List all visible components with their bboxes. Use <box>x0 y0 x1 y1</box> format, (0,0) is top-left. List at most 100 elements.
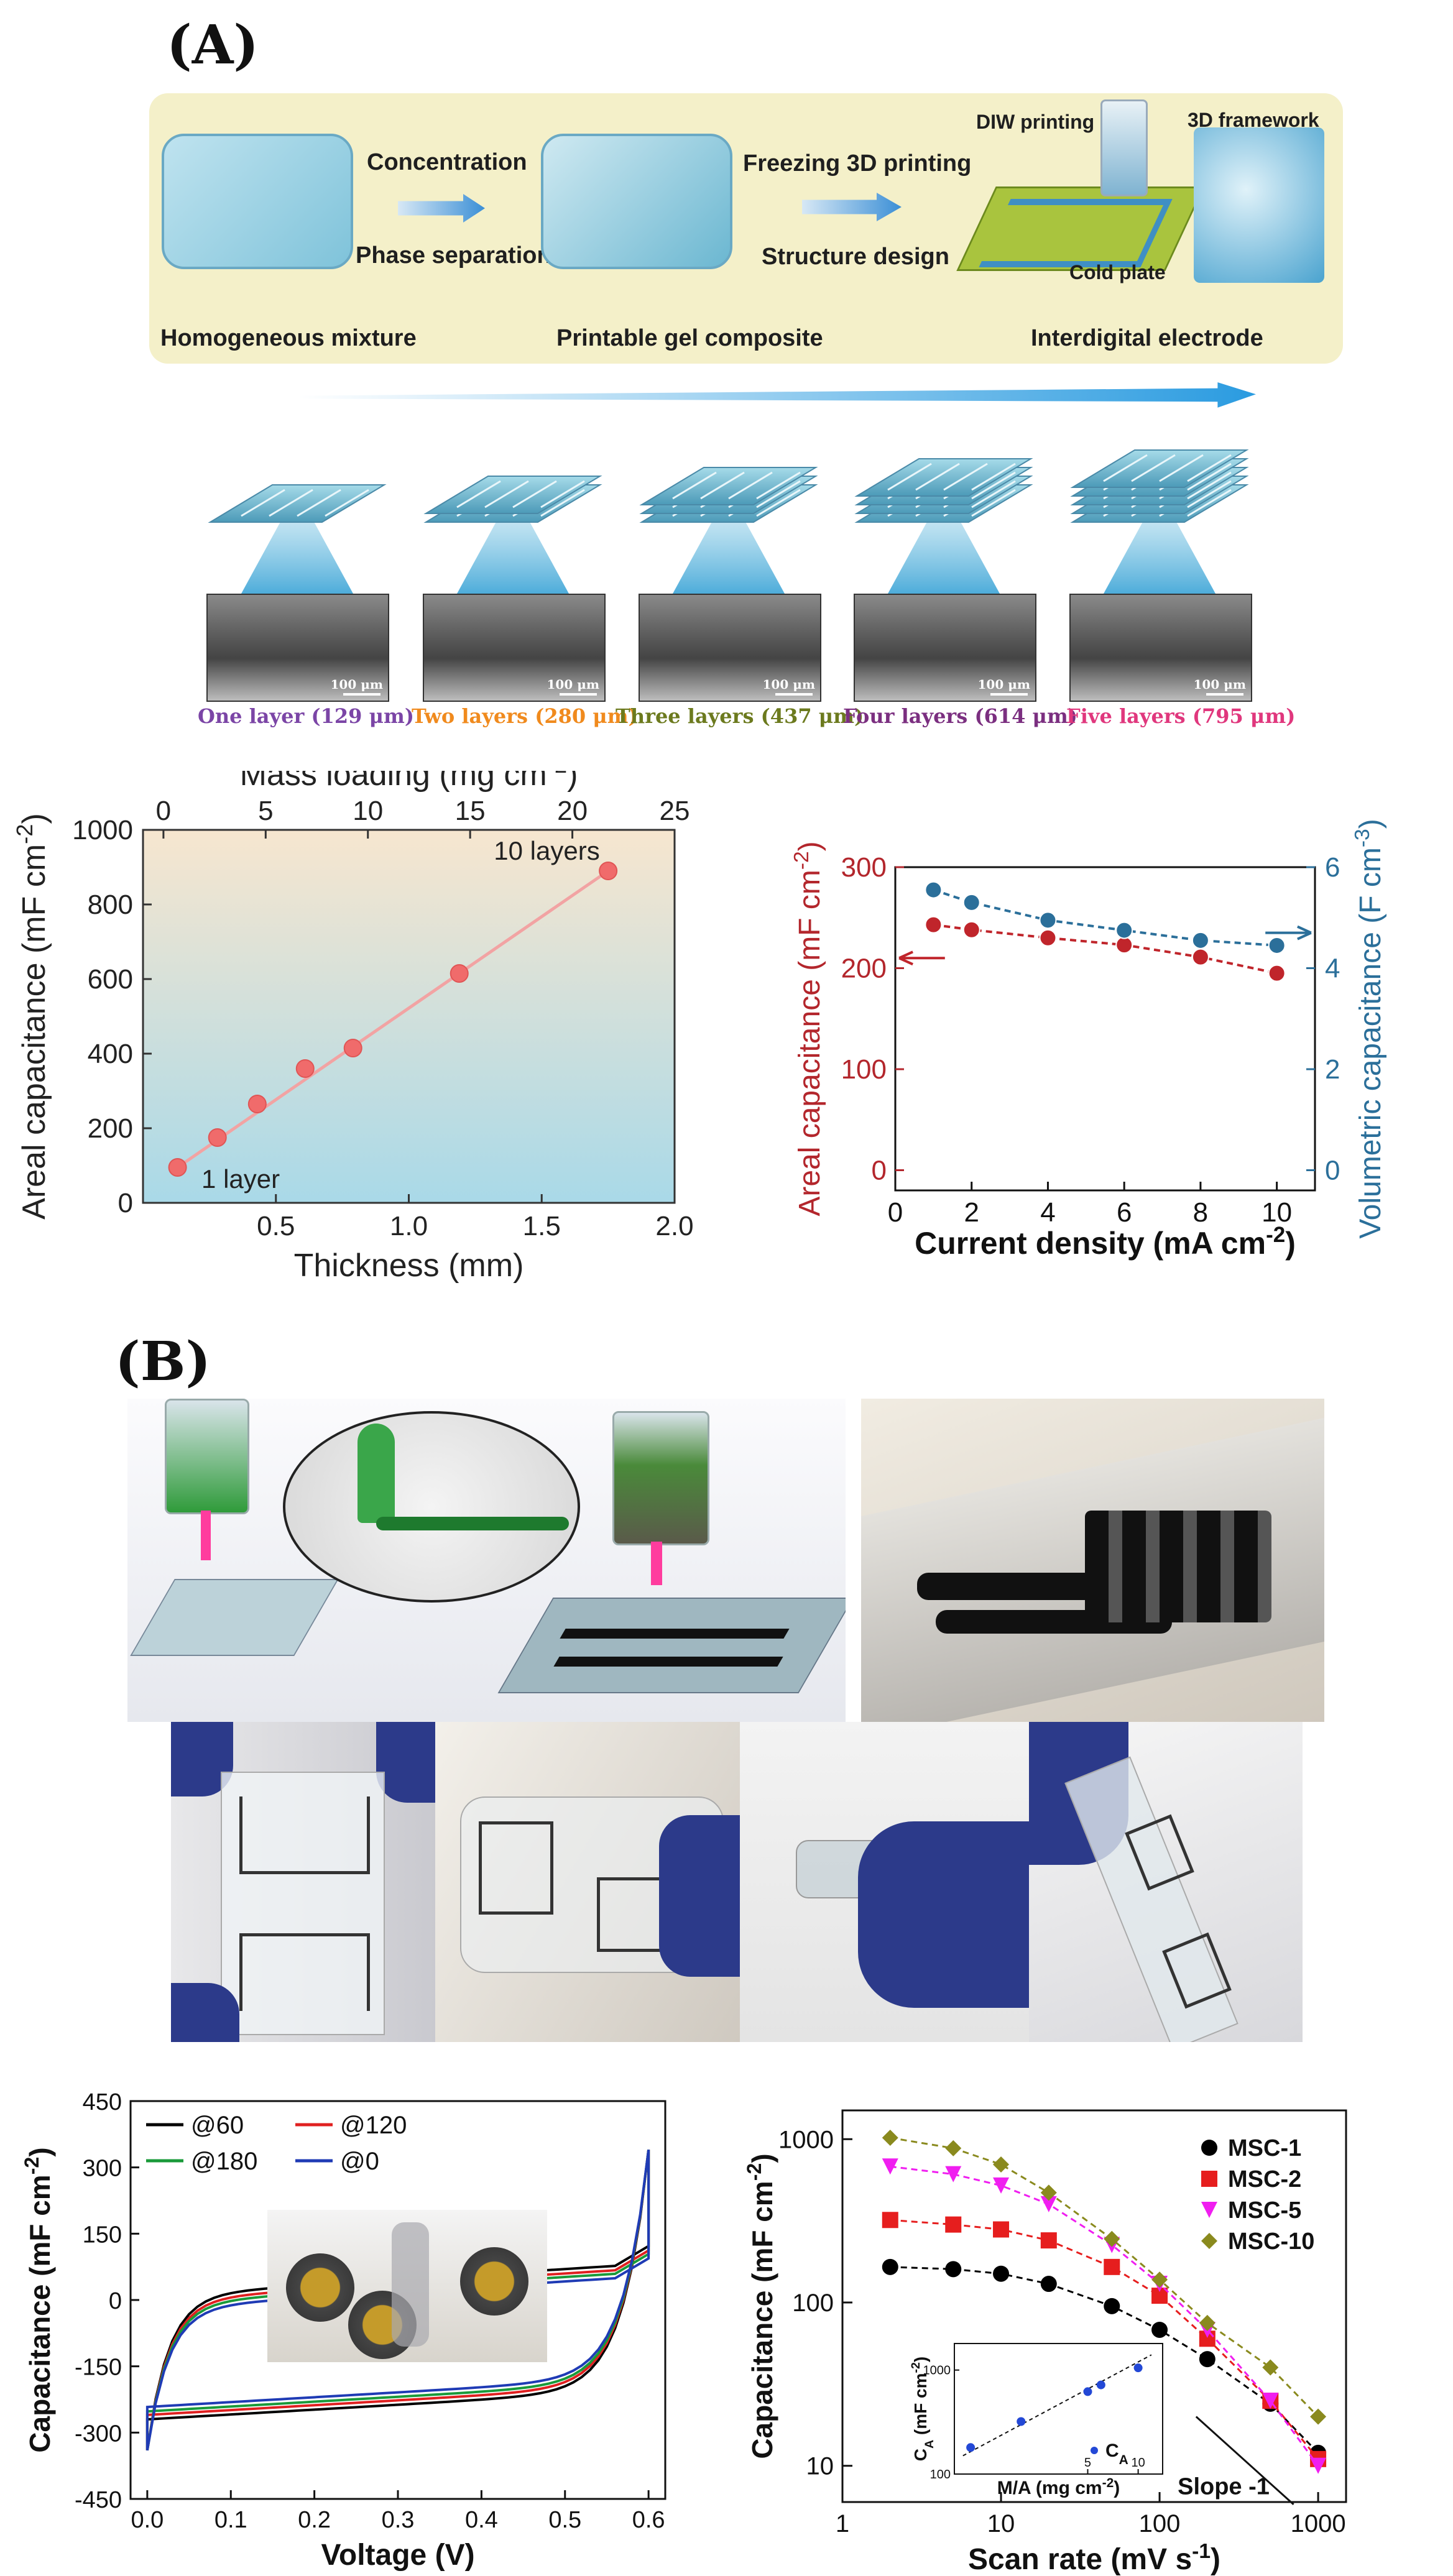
data-point <box>1040 2276 1057 2293</box>
data-point <box>1191 948 1209 966</box>
data-point <box>1262 2393 1279 2409</box>
y-tick-label: 450 <box>83 2089 122 2115</box>
finger-gap <box>700 471 745 500</box>
printer-nozzle <box>1100 99 1148 196</box>
x-tick-label: 1.0 <box>390 1211 428 1241</box>
label-3d-framework: 3D framework <box>1188 109 1319 131</box>
gel-composite-illustration <box>541 134 732 269</box>
data-point <box>945 2216 962 2233</box>
finger-gap <box>1103 454 1148 482</box>
projection-cone <box>888 491 1000 594</box>
y-tick-label: 200 <box>841 954 887 984</box>
slope-line <box>1195 2416 1294 2505</box>
inset-data-point <box>1083 2387 1092 2396</box>
finger-gap <box>756 471 801 500</box>
finger-gap <box>456 480 501 508</box>
data-point <box>1201 2233 1217 2249</box>
x-tick-label: 10 <box>987 2510 1015 2537</box>
finger-gap <box>325 489 369 517</box>
y-tick-label: -150 <box>75 2355 122 2381</box>
finger-gap <box>756 489 801 517</box>
x-tick-label: 0.5 <box>257 1211 295 1241</box>
homogeneous-mixture-illustration <box>162 134 353 269</box>
x-tick-label: 0.2 <box>298 2507 331 2533</box>
slope-annotation: Slope -1 <box>1178 2473 1270 2500</box>
layer-label-three: Three layers (437 μm) <box>616 704 864 728</box>
legend-label: @120 <box>340 2112 407 2139</box>
x2-tick-label: 20 <box>557 796 588 826</box>
x2-tick-label: 25 <box>660 796 690 826</box>
y-tick-label: 200 <box>88 1113 133 1144</box>
x-tick-label: 0 <box>888 1197 903 1228</box>
finger-gap <box>672 471 717 500</box>
data-point <box>1115 936 1133 954</box>
electrode-layer <box>208 484 387 523</box>
data-point <box>450 964 469 983</box>
x2-tick-label: 0 <box>156 796 171 826</box>
finger-gap <box>1159 454 1204 482</box>
finger-gap <box>297 489 341 517</box>
step-freezing-3d-printing: Freezing 3D printing <box>743 150 972 177</box>
x-tick-label: 1000 <box>1291 2510 1346 2537</box>
x-axis-label: Scan rate (mV s-1) <box>968 2540 1220 2576</box>
chart-capacitance-vs-scanrate: 10 100 1000 1 10 100 1000 Scan rate (mV s-1) Cap… <box>743 2109 1347 2576</box>
finger-gap <box>241 489 285 517</box>
label-cold-plate: Cold plate <box>1069 261 1166 283</box>
sem-five-layers: 100 μm <box>1069 594 1252 702</box>
data-point <box>925 916 943 934</box>
data-point <box>925 881 943 899</box>
x-tick-label: 2.0 <box>655 1211 693 1241</box>
y-axis-label: Areal capacitance (mF cm-2) <box>790 841 827 1216</box>
data-point <box>1201 2171 1217 2187</box>
y-axis-label: Capacitance (mF cm-2) <box>21 2147 56 2452</box>
series-line <box>890 2219 1319 2460</box>
finger-gap <box>540 480 585 508</box>
inset-y-axis-label: CA (mF cm-2) <box>909 2357 936 2462</box>
data-point <box>247 1095 267 1113</box>
y-tick-label: 150 <box>83 2222 122 2248</box>
y2-axis-label: Volumetric capacitance (F cm-3) <box>1351 819 1388 1238</box>
y-tick-label: -450 <box>75 2487 122 2513</box>
data-point <box>1268 964 1286 982</box>
finger-gap <box>971 489 1016 517</box>
finger-gap <box>1187 489 1232 517</box>
inset-x-tick-label: 10 <box>1131 2456 1145 2470</box>
layer-increase-arrow <box>298 382 1256 408</box>
electrode-layer <box>1070 449 1249 488</box>
y-tick-label: 1000 <box>778 2126 834 2153</box>
y-tick-label: 300 <box>841 852 887 883</box>
annotation-1-layer: 1 layer <box>201 1164 280 1194</box>
data-point <box>882 2258 898 2275</box>
finger-gap <box>943 462 988 491</box>
inset-fit-line <box>962 2354 1152 2457</box>
data-point <box>993 2156 1010 2173</box>
projection-cone <box>1104 491 1215 594</box>
x-tick-label: 0.4 <box>465 2507 498 2533</box>
finger-gap <box>728 471 773 500</box>
printed-electrode-photo <box>861 1399 1324 1722</box>
y-tick-label: 10 <box>806 2453 834 2480</box>
plot-area <box>894 866 1316 1192</box>
data-point <box>1191 931 1209 949</box>
data-point <box>1040 2196 1057 2212</box>
data-point <box>1104 2298 1120 2314</box>
y-tick-label: 600 <box>88 964 133 995</box>
data-point <box>993 2265 1010 2282</box>
data-point <box>1310 2408 1327 2425</box>
data-point <box>882 2130 898 2146</box>
legend-label: MSC-1 <box>1228 2135 1301 2161</box>
electrode-layer <box>423 476 602 514</box>
inset-plot-area <box>954 2343 1163 2475</box>
y-axis-label: Capacitance (mF cm-2) <box>743 2153 778 2459</box>
data-point <box>1104 2258 1120 2275</box>
plot-area <box>142 829 676 1204</box>
y-tick-label: 300 <box>83 2156 122 2182</box>
annotation-10-layers: 10 layers <box>494 836 599 865</box>
projection-cone <box>241 491 353 594</box>
data-point <box>168 1158 187 1177</box>
y-tick-label: 0 <box>118 1188 133 1218</box>
inset-legend-label: CA <box>1105 2440 1128 2467</box>
x-tick-label: 1.5 <box>523 1211 561 1241</box>
flexible-device-photo-3 <box>740 1722 1029 2042</box>
